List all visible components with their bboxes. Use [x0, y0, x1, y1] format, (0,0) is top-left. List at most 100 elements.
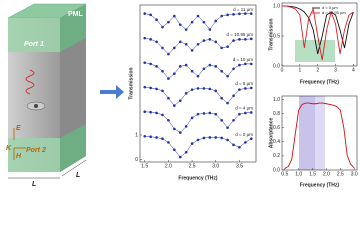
x-tick-label: 3.5	[236, 163, 243, 169]
data-point	[196, 14, 200, 18]
data-point	[161, 25, 164, 29]
data-point	[190, 49, 194, 52]
data-point	[143, 12, 147, 15]
data-point	[143, 36, 147, 40]
data-point	[238, 38, 241, 41]
data-point	[173, 127, 176, 131]
data-point	[232, 143, 235, 147]
x-tick-label: 3.0	[351, 171, 358, 177]
data-point	[244, 12, 247, 15]
data-point	[184, 28, 188, 31]
data-point	[184, 125, 188, 128]
x-tick-label: 1.0	[295, 171, 302, 177]
y-axis-label: Transmission	[128, 67, 134, 99]
data-point	[196, 138, 200, 142]
data-point	[214, 40, 218, 44]
x-tick-label: 2.5	[337, 171, 344, 177]
x-tick-label: 3	[334, 67, 337, 73]
simulation-box	[7, 3, 87, 179]
data-point	[178, 155, 182, 159]
data-point	[244, 62, 247, 66]
series-label: d = 10.95 μm	[227, 32, 254, 37]
data-point	[173, 104, 176, 107]
data-point	[143, 134, 147, 138]
data-point	[232, 67, 235, 71]
data-point	[202, 87, 206, 90]
data-point	[161, 69, 164, 73]
data-point	[226, 138, 229, 142]
x-tick-label: 1.5	[141, 163, 148, 169]
data-point	[155, 111, 158, 115]
x-axis-label: Frequency (THz)	[178, 175, 218, 181]
data-point	[161, 46, 164, 50]
data-point	[184, 63, 188, 67]
series-label: d = 4 μm	[235, 106, 253, 111]
field-inset	[295, 40, 335, 62]
x-axis-label: Frequency (THz)	[300, 79, 340, 85]
data-point	[226, 13, 229, 17]
data-point	[178, 40, 182, 44]
pml-label: PML	[68, 11, 84, 18]
data-point	[167, 141, 170, 144]
data-point	[155, 65, 158, 68]
x-tick-label: 2	[316, 67, 319, 73]
x-tick-label: 2.0	[323, 171, 330, 177]
y-tick-label: 1	[135, 132, 138, 138]
data-point	[178, 99, 182, 102]
data-point	[196, 87, 200, 90]
series-line	[144, 86, 252, 106]
series-label: d = 10 μm	[233, 57, 253, 62]
band-shade	[315, 96, 325, 170]
data-point	[190, 88, 194, 91]
data-point	[202, 67, 206, 71]
data-point	[238, 112, 241, 116]
y-tick-label: 0.0	[273, 63, 280, 69]
data-point	[226, 45, 229, 49]
data-point	[208, 28, 212, 31]
graphical-abstract: PML Port 1 Port 2 E H K L L 1.5 2.0 2.5 3.0…	[6, 2, 358, 188]
data-point	[149, 110, 152, 114]
data-point	[208, 111, 212, 115]
arrow	[100, 85, 124, 99]
data-point	[220, 118, 223, 122]
data-point	[167, 96, 170, 100]
y-tick-label: 0.5	[273, 33, 280, 39]
data-point	[161, 89, 164, 93]
data-point	[155, 87, 158, 91]
data-point	[249, 62, 253, 66]
data-point	[190, 69, 194, 73]
field-label: K	[6, 145, 12, 152]
data-point	[155, 40, 158, 44]
data-point	[220, 46, 223, 50]
data-point	[149, 13, 152, 17]
data-point	[249, 12, 253, 15]
data-point	[149, 86, 152, 90]
data-point	[232, 94, 235, 98]
data-point	[202, 112, 206, 115]
data-point	[214, 89, 218, 93]
data-point	[214, 112, 218, 116]
plot-frame	[281, 2, 358, 67]
data-point	[208, 87, 212, 91]
data-point	[167, 77, 170, 80]
data-point	[143, 110, 147, 114]
data-point	[214, 19, 218, 23]
y-tick-label: 0.6	[273, 125, 280, 131]
data-point	[196, 74, 200, 78]
data-point	[214, 136, 218, 139]
data-point	[173, 72, 176, 75]
field-label: E	[16, 125, 21, 132]
data-point	[238, 12, 241, 16]
data-point	[249, 137, 253, 140]
data-point	[220, 14, 223, 18]
data-point	[232, 13, 235, 16]
series-label: d = 8 μm	[235, 81, 253, 86]
y-tick-label: 0.8	[273, 111, 280, 117]
data-point	[202, 136, 206, 140]
x-tick-label: 2.5	[189, 163, 196, 169]
x-tick-label: 3.0	[212, 163, 219, 169]
x-tick-label: 1.5	[309, 171, 316, 177]
data-point	[238, 63, 241, 67]
data-point	[196, 112, 200, 116]
data-point	[220, 136, 223, 140]
